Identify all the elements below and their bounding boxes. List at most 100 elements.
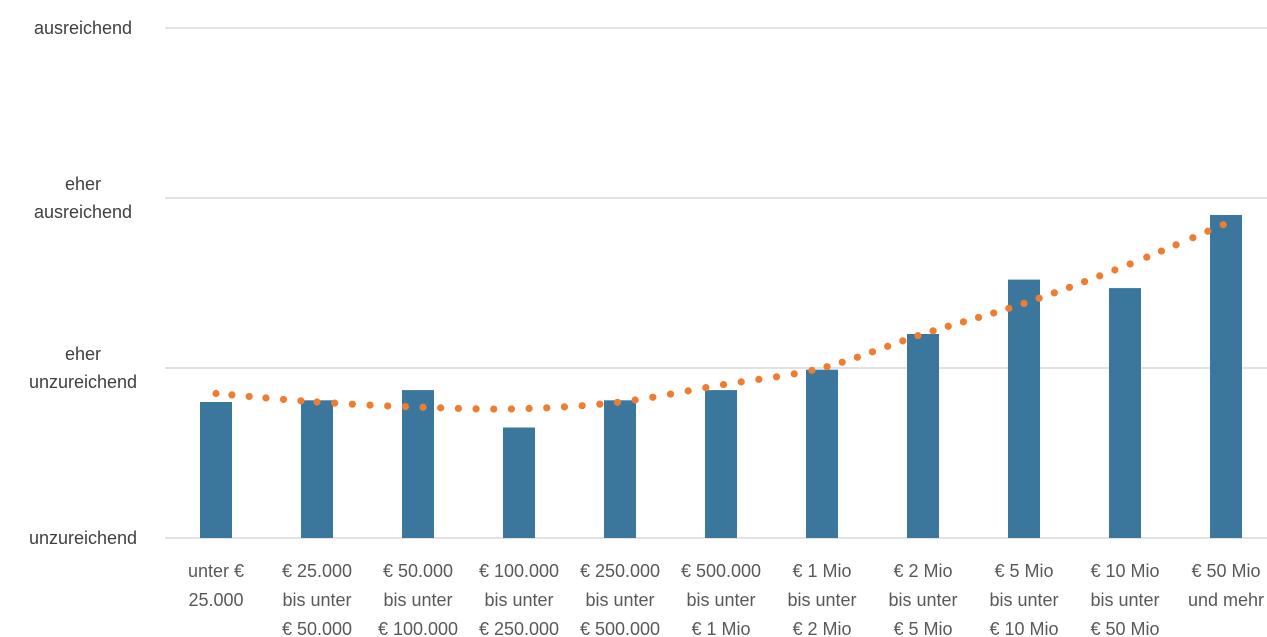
trendline-dot (899, 337, 907, 345)
x-tick-label-line: bis unter (1090, 590, 1159, 610)
x-tick-label-4: € 100.000 bis unter € 250.000 (479, 561, 559, 637)
x-tick-label-3: € 50.000 bis unter € 100.000 (378, 561, 458, 637)
trendline-dot (212, 389, 220, 398)
trendline-dot (472, 405, 480, 413)
trendline-dot (1126, 260, 1134, 268)
x-tick-label-line: bis unter (383, 590, 452, 610)
y-tick-label: eher (65, 344, 101, 364)
x-tick-label-2: € 25.000 bis unter € 50.000 (282, 561, 352, 637)
trendline-dot (1096, 272, 1104, 280)
x-tick-label-line: € 50 Mio (1191, 561, 1260, 581)
trendline-dot (719, 380, 728, 389)
trendline-dot (823, 363, 831, 371)
trendline-dot (990, 309, 998, 317)
trendline-dot (684, 387, 692, 395)
trendline-dot (348, 400, 356, 408)
x-tick-label-line: € 10 Mio (1090, 561, 1159, 581)
bars (200, 215, 1242, 538)
trendline-dot (737, 378, 745, 386)
x-tick-label-line: € 500.000 (580, 619, 660, 637)
trendline-dot (1189, 234, 1197, 242)
trendline-dot (613, 398, 622, 406)
x-tick-label-line: € 500.000 (681, 561, 761, 581)
x-tick-label-line: und mehr (1188, 590, 1264, 610)
trendline-dot (853, 353, 861, 361)
bar-9 (1008, 279, 1040, 538)
x-tick-label-line: € 10 Mio (989, 619, 1058, 637)
trendline-dot (808, 366, 816, 374)
trendline-dot (838, 358, 846, 366)
trendline-dot (929, 327, 937, 335)
trendline-dot (1219, 221, 1227, 229)
x-tick-label-line: € 2 Mio (893, 561, 952, 581)
trendline-dot (401, 403, 409, 411)
trendline-dot (297, 397, 305, 405)
x-tick-label-line: € 50 Mio (1090, 619, 1159, 637)
trendline-dot (1065, 283, 1074, 291)
bar-6 (705, 390, 737, 538)
trendline-dot (384, 402, 392, 410)
bar-4 (503, 427, 535, 538)
trendline-dot (1020, 299, 1028, 307)
trendline-dot (1081, 278, 1089, 286)
trendline-dot (419, 403, 427, 411)
x-tick-label-9: € 5 Mio bis unter € 10 Mio (989, 561, 1058, 637)
x-tick-label-1: unter € 25.000 (188, 561, 244, 610)
trendline-dot (649, 393, 657, 401)
x-tick-label-line: € 50.000 (282, 619, 352, 637)
x-tick-label-line: € 100.000 (378, 619, 458, 637)
x-tick-label-line: bis unter (585, 590, 654, 610)
trendline-dot (1172, 241, 1180, 249)
bar-7 (806, 369, 838, 538)
trendline-dot (262, 394, 270, 402)
bar-2 (301, 400, 333, 538)
trendline-dot (313, 398, 321, 406)
trendline-dot (974, 313, 983, 322)
x-tick-label-line: bis unter (282, 590, 351, 610)
x-tick-label-8: € 2 Mio bis unter € 5 Mio (888, 561, 957, 637)
x-tick-label-line: bis unter (787, 590, 856, 610)
x-tick-label-10: € 10 Mio bis unter € 50 Mio (1090, 561, 1159, 637)
x-tick-label-line: € 250.000 (479, 619, 559, 637)
bar-5 (604, 400, 636, 538)
x-tick-label-line: bis unter (686, 590, 755, 610)
trendline-dot (279, 395, 288, 404)
trendline-dot (631, 396, 639, 404)
y-tick-label: eher (65, 174, 101, 194)
trendline-dot (596, 400, 604, 408)
trendline-dot (884, 342, 892, 350)
trendline-dot (790, 370, 798, 378)
trendline-dot (1005, 304, 1013, 312)
bar-8 (907, 334, 939, 538)
trendline-dot (868, 348, 877, 356)
trendline-dot (702, 384, 710, 392)
x-axis-tick-labels: unter €25.000€ 25.000 bis unter € 50.000€ … (188, 561, 1264, 637)
trendline-dot (507, 405, 516, 413)
y-tick-label: ausreichend (34, 18, 132, 38)
trendline-dot (543, 404, 551, 412)
y-axis-tick-labels: unzureichend eher unzureichend eher ausreich… (29, 18, 137, 548)
x-tick-label-line: € 50.000 (383, 561, 453, 581)
trendline-dot (1204, 227, 1212, 235)
bar-11 (1210, 215, 1242, 538)
trendline-dot (437, 404, 445, 412)
x-tick-label-6: € 500.000 bis unter € 1 Mio (681, 561, 761, 637)
trendline-dot (666, 390, 675, 398)
trendline-dot (755, 375, 763, 383)
trendline-dot (578, 402, 586, 410)
x-tick-label-line: bis unter (989, 590, 1058, 610)
trendline-dot (245, 392, 253, 401)
y-tick-label: ausreichend (34, 202, 132, 222)
x-tick-label-11: € 50 Mio und mehr (1188, 561, 1264, 610)
trendline-dot (560, 403, 569, 411)
x-tick-label-line: € 5 Mio (994, 561, 1053, 581)
trendline-dot (959, 318, 968, 326)
trendline-dot (1143, 253, 1151, 261)
x-tick-label-line: bis unter (484, 590, 553, 610)
bar-10 (1109, 288, 1141, 538)
x-tick-label-line: € 250.000 (580, 561, 660, 581)
x-tick-label-7: € 1 Mio bis unter € 2 Mio (787, 561, 856, 637)
trendline-dot (1111, 266, 1119, 274)
bar-1 (200, 402, 232, 538)
